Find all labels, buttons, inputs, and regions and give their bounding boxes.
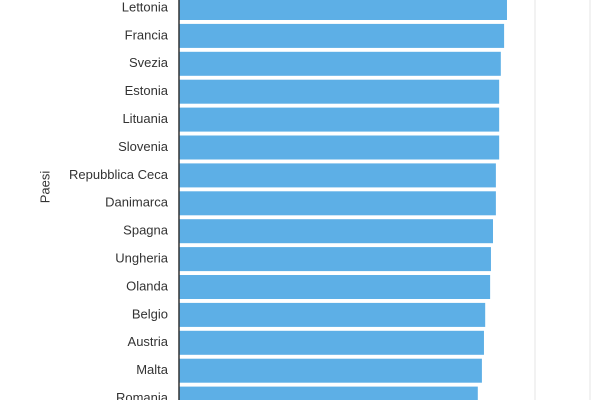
bar xyxy=(179,275,491,299)
bar xyxy=(179,358,482,383)
bar xyxy=(179,219,494,244)
y-tick-label: Belgio xyxy=(132,306,168,321)
y-tick-label: Lituania xyxy=(122,111,168,126)
y-tick-label: Slovenia xyxy=(118,139,169,154)
y-tick-label: Malta xyxy=(136,362,169,377)
bar xyxy=(179,0,507,20)
y-tick-label: Spagna xyxy=(123,223,169,238)
bar xyxy=(179,51,501,76)
y-tick-label: Repubblica Ceca xyxy=(69,167,169,182)
y-tick-label: Svezia xyxy=(129,55,169,70)
y-tick-label: Danimarca xyxy=(105,195,169,210)
bar xyxy=(179,107,500,132)
bar xyxy=(179,386,478,400)
bar xyxy=(179,135,500,160)
y-axis-label: Paesi xyxy=(37,171,52,204)
bar xyxy=(179,191,496,216)
bar xyxy=(179,23,505,48)
bar xyxy=(179,79,500,104)
y-tick-label: Estonia xyxy=(125,83,169,98)
y-tick-label: Ungheria xyxy=(115,251,169,266)
y-tick-label: Olanda xyxy=(126,278,169,293)
y-tick-label: Lettonia xyxy=(122,0,169,14)
bar xyxy=(179,302,486,327)
bar xyxy=(179,247,491,272)
bar xyxy=(179,330,484,355)
y-tick-label: Romania xyxy=(116,390,169,400)
y-tick-label: Francia xyxy=(125,27,169,42)
bar xyxy=(179,163,496,188)
y-tick-label: Austria xyxy=(128,334,169,349)
